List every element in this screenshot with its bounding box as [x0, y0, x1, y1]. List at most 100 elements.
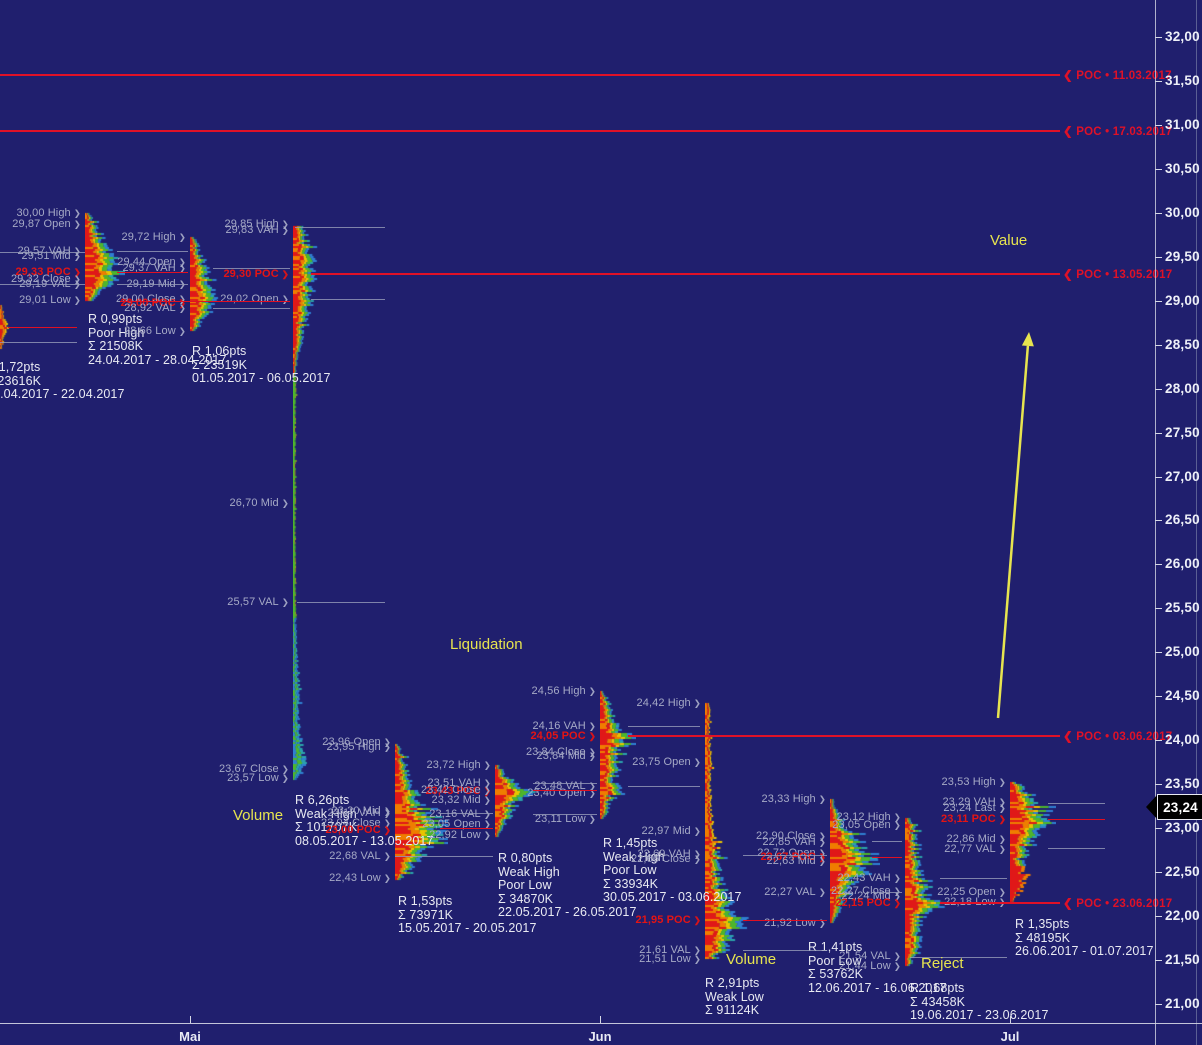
y-axis-tick-label: 31,00: [1165, 116, 1200, 132]
price-level-text: 21,44 Low: [839, 960, 891, 973]
poc-ray-label: ❮ POC • 03.06.2017: [1063, 729, 1172, 743]
y-axis-tick-label: 29,50: [1165, 248, 1200, 264]
poc-ray-label: ❮ POC • 11.03.2017: [1063, 68, 1172, 82]
profile-info-line: R 6,26pts: [295, 793, 350, 807]
chevron-right-icon: ❯: [693, 954, 701, 965]
y-axis-tick-label: 24,00: [1165, 732, 1200, 748]
price-level-label: 23,67 Close ❯: [163, 763, 289, 775]
profile-info-text: R 2,91pts Weak Low Σ 91124K: [705, 976, 764, 1018]
y-axis-tick: [1155, 960, 1162, 962]
chevron-right-icon: ❯: [73, 245, 81, 256]
poc-label: 22,15 POC ❯: [775, 897, 901, 909]
price-level-label: 22,25 Open ❯: [880, 886, 1006, 898]
chevron-right-icon: ❯: [588, 721, 596, 732]
y-axis-tick: [1155, 168, 1162, 170]
price-axis-line: [1155, 0, 1156, 1045]
chevron-right-icon: ❯: [693, 849, 701, 860]
price-level-label: 23,11 Low ❯: [470, 813, 596, 825]
profile-info-line: 19.06.2017 - 23.06.2017: [910, 1008, 1049, 1022]
price-level-text: 22,63 Mid: [766, 854, 816, 867]
level-line: [743, 950, 827, 952]
price-level-text: 29,44 Open: [117, 256, 176, 269]
price-level-text: 29,00 POC: [120, 296, 176, 309]
chevron-right-icon: ❯: [693, 757, 701, 768]
profile-info-line: Σ 91124K: [705, 1003, 760, 1017]
price-level-label: 22,69 VAH ❯: [575, 848, 701, 860]
poc-ray-line: [940, 901, 1060, 904]
price-level-text: 23,11 POC: [941, 812, 996, 825]
profile-info-line: Σ 33934K: [603, 876, 659, 891]
level-line: [910, 956, 1007, 958]
chevron-right-icon: ❯: [281, 497, 289, 508]
poc-ray-label: ❮ POC • 13.05.2017: [1063, 267, 1172, 281]
volume-profile-histogram: [905, 813, 948, 972]
price-level-text: 23,51 VAH: [427, 777, 481, 790]
price-level-text: 22,15 POC: [835, 896, 891, 909]
profile-info-line: 01.05.2017 - 06.05.2017: [192, 371, 331, 385]
price-level-label: 22,92 Low ❯: [365, 829, 491, 841]
y-axis-tick-label: 26,50: [1165, 512, 1200, 528]
price-level-text: 26,70 Mid: [229, 496, 279, 509]
price-level-text: 22,92 Low: [429, 829, 481, 842]
price-axis-panel[interactable]: [1155, 0, 1202, 1045]
annotation-volume: Volume: [233, 807, 284, 824]
chevron-right-icon: ❯: [893, 811, 901, 822]
price-level-text: 21,92 Low: [764, 917, 816, 930]
price-level-label: 23,17 VAH ❯: [265, 807, 391, 819]
y-axis-tick-label: 22,00: [1165, 908, 1200, 924]
y-axis-tick: [1155, 344, 1162, 346]
price-level-label: 23,72 High ❯: [365, 759, 491, 771]
price-level-label: 23,32 Mid ❯: [365, 794, 491, 806]
chevron-right-icon: ❯: [73, 219, 81, 230]
profile-info-line: R 1,53pts: [398, 894, 453, 908]
poc-label: 23,43 POC ❯: [365, 785, 491, 797]
chevron-right-icon: ❯: [383, 741, 391, 752]
price-level-text: 24,05 POC: [530, 729, 586, 742]
price-level-label: 21,61 VAL ❯: [575, 944, 701, 956]
y-axis-tick: [1155, 80, 1162, 82]
poc-ray-label: ❮ POC • 23.06.2017: [1063, 896, 1172, 910]
chevron-right-icon: ❯: [693, 825, 701, 836]
price-level-label: 29,83 VAH ❯: [163, 224, 289, 236]
price-level-text: 28,66 Low: [124, 324, 176, 337]
price-level-label: 22,77 VAL ❯: [880, 843, 1006, 855]
price-level-text: 30,00 High: [16, 206, 71, 219]
poc-level-line: [117, 271, 188, 273]
price-level-text: 23,40 Open: [527, 787, 586, 800]
profile-info-line: R 1,35pts: [1015, 917, 1070, 931]
chevron-right-icon: ❯: [281, 269, 289, 280]
price-level-text: 23,72 High: [426, 758, 481, 771]
price-level-text: 23,75 Open: [632, 756, 691, 769]
price-level-text: 24,56 High: [531, 685, 586, 698]
price-level-label: 29,44 Open ❯: [60, 256, 186, 268]
poc-ray-line: [311, 273, 1060, 276]
price-level-text: 29,30 POC: [223, 268, 279, 281]
chevron-right-icon: ❯: [383, 805, 391, 816]
profile-info-text: R 1,06pts Σ 23519K 01.05.2017 - 06.05.2017: [192, 344, 331, 386]
profile-info-line: 12.06.2017 - 16.06.2017: [808, 980, 947, 995]
price-level-text: 23,29 VAH: [942, 795, 996, 808]
poc-ray-line: [0, 73, 1060, 76]
y-axis-tick-label: 29,00: [1165, 292, 1200, 308]
price-level-label: 22,68 VAL ❯: [265, 850, 391, 862]
price-level-text: 23,05 Open: [422, 817, 481, 830]
volume-profile-histogram: [495, 760, 541, 842]
y-axis-tick: [1155, 388, 1162, 390]
chevron-right-icon: ❯: [588, 686, 596, 697]
price-level-text: 23,00 POC: [325, 824, 381, 837]
poc-level-line: [440, 828, 493, 830]
chevron-right-icon: ❯: [998, 844, 1006, 855]
price-level-text: 29,01 Low: [19, 293, 71, 306]
chevron-right-icon: ❯: [178, 302, 186, 313]
profile-info-line: Σ 73971K: [398, 907, 454, 922]
x-axis-tick: [1010, 1016, 1011, 1023]
time-axis-line: [0, 1023, 1202, 1024]
y-axis-tick-label: 27,50: [1165, 424, 1200, 440]
chevron-right-icon: ❯: [818, 855, 826, 866]
chevron-right-icon: ❯: [588, 813, 596, 824]
y-axis-tick: [1155, 432, 1162, 434]
poc-ray-label-text: POC • 13.05.2017: [1076, 269, 1173, 282]
price-level-label: 23,84 Close ❯: [470, 746, 596, 758]
chevron-right-icon: ❯: [818, 887, 826, 898]
chevron-right-icon: ❯: [588, 730, 596, 741]
